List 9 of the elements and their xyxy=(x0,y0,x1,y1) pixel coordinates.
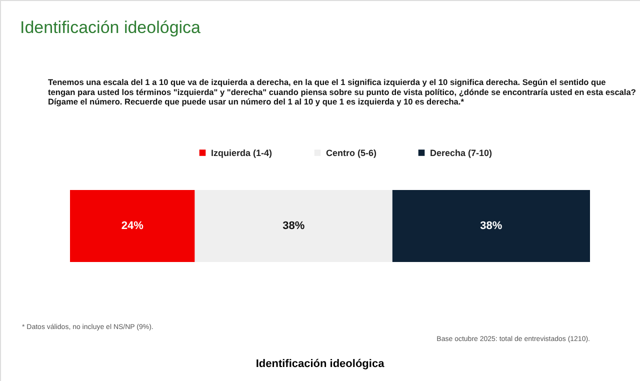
text: Tenemos una escala del 1 a 10 que va de izquierda a derecha, en la que el 1 significa izquierda y el 10 significa derecha. Según el sentido que tengan para usted los términos "izquierda" y "derecha" cuando piensa sobre su punto de vista político, ¿dónde se encontraría usted en esta escala? Dígame el número. Recuerde que puede usar un número del 1 al 10 y que 1 es izquierda y 10 es derecha.* xyxy=(48,77,636,107)
data-label: 24% xyxy=(121,220,144,232)
legend-label: Izquierda (1-4) xyxy=(211,148,272,158)
legend-label: Centro (5-6) xyxy=(326,148,377,158)
legend-label: Derecha (7-10) xyxy=(430,148,492,158)
chart-title: Identificación ideológica xyxy=(20,18,202,37)
text: Identificación ideológica xyxy=(256,358,386,370)
data-label: 38% xyxy=(480,220,502,232)
data-label: 38% xyxy=(282,220,305,232)
